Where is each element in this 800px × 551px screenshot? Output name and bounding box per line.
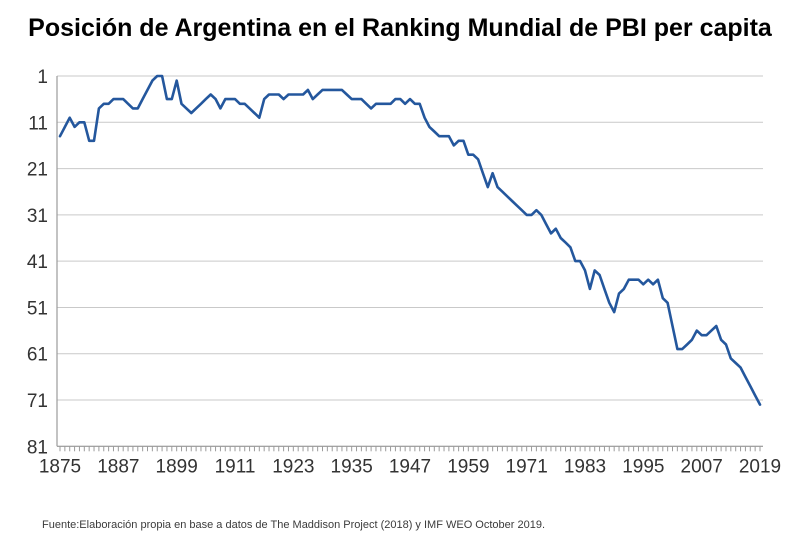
x-tick-label: 2019 bbox=[739, 456, 781, 477]
x-axis-labels: 1875 1887 1899 1911 1923 1935 1947 1959 1971 1983… bbox=[39, 456, 781, 477]
x-tick-label: 2007 bbox=[681, 456, 723, 477]
y-tick-label: 1 bbox=[37, 67, 48, 88]
x-axis-ticks bbox=[59, 446, 761, 452]
x-tick-label: 1995 bbox=[622, 456, 664, 477]
y-tick-label: 21 bbox=[27, 160, 48, 181]
x-tick-label: 1899 bbox=[156, 456, 198, 477]
y-tick-label: 11 bbox=[28, 113, 48, 134]
x-tick-label: 1887 bbox=[97, 456, 139, 477]
y-tick-label: 71 bbox=[27, 391, 48, 412]
x-tick-label: 1971 bbox=[506, 456, 548, 477]
y-tick-label: 41 bbox=[27, 252, 48, 273]
x-tick-label: 1923 bbox=[272, 456, 314, 477]
y-tick-label: 51 bbox=[27, 298, 48, 319]
y-tick-label: 31 bbox=[27, 206, 48, 227]
x-tick-label: 1911 bbox=[215, 456, 256, 477]
x-tick-label: 1875 bbox=[39, 456, 81, 477]
x-tick-label: 1959 bbox=[447, 456, 489, 477]
y-tick-label: 61 bbox=[27, 345, 48, 366]
source-note: Fuente:Elaboración propia en base a dato… bbox=[42, 519, 546, 531]
x-tick-label: 1947 bbox=[389, 456, 431, 477]
x-tick-label: 1983 bbox=[564, 456, 606, 477]
y-tick-label: 81 bbox=[27, 437, 48, 458]
ranking-line-series bbox=[58, 74, 762, 406]
gridlines bbox=[57, 75, 763, 447]
chart-title: Posición de Argentina en el Ranking Mund… bbox=[28, 14, 772, 42]
x-tick-label: 1935 bbox=[331, 456, 373, 477]
